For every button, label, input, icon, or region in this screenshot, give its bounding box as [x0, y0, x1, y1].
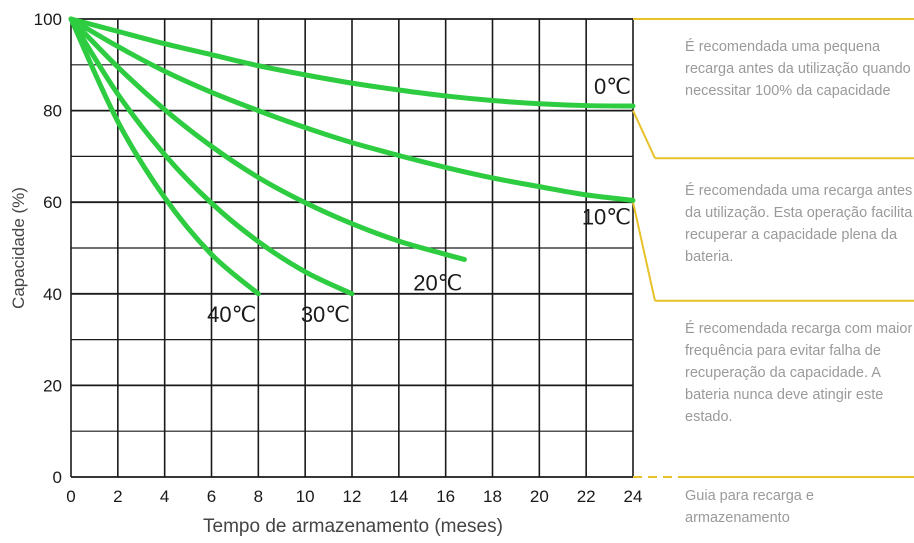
guide-brackets: [632, 18, 914, 478]
x-tick-label: 6: [207, 487, 216, 506]
x-tick-label: 22: [577, 487, 596, 506]
y-axis-label: Capacidade (%): [9, 187, 28, 309]
series-line-1: [68, 16, 636, 109]
series-lines: [68, 16, 636, 297]
y-tick-label: 20: [43, 376, 62, 395]
guide-zone-4-text: Guia para recarga e armazenamento: [685, 488, 814, 526]
y-tick-label: 100: [34, 10, 62, 29]
series-label-4: 30℃: [301, 302, 350, 327]
x-tick-label: 14: [389, 487, 408, 506]
series-label-5: 40℃: [207, 302, 256, 327]
y-tick-label: 0: [53, 468, 62, 487]
x-tick-label: 10: [296, 487, 315, 506]
series-line-5: [68, 16, 261, 297]
x-tick-label: 2: [113, 487, 122, 506]
guide-bracket-line: [632, 110, 656, 159]
x-axis-label: Tempo de armazenamento (meses): [203, 516, 503, 537]
guide-zone-3-text: É recomendada recarga com maior frequênc…: [685, 321, 913, 425]
x-tick-label: 20: [530, 487, 549, 506]
grid: [70, 18, 634, 478]
x-tick-label: 16: [436, 487, 455, 506]
x-tick-label: 4: [160, 487, 169, 506]
y-tick-label: 80: [43, 102, 62, 121]
series-line-4: [68, 16, 355, 297]
series-label-2: 10℃: [582, 204, 631, 229]
guide-bracket-line: [632, 201, 656, 302]
guide-zone-2-text: É recomendada uma recarga antes da utili…: [685, 183, 913, 265]
y-tick-label: 60: [43, 193, 62, 212]
y-tick-label: 40: [43, 285, 62, 304]
x-tick-label: 0: [66, 487, 75, 506]
series-line-2: [68, 16, 636, 203]
x-tick-label: 12: [343, 487, 362, 506]
x-tick-label: 18: [483, 487, 502, 506]
x-tick-label: 8: [254, 487, 263, 506]
x-tick-label: 24: [624, 487, 643, 506]
guide-zone-1-text: É recomendada uma pequena recarga antes …: [685, 39, 911, 99]
series-line-3: [68, 16, 467, 262]
series-labels: 0℃ 10℃ 20℃ 30℃ 40℃: [207, 74, 631, 327]
series-label-3: 20℃: [413, 270, 462, 295]
series-label-1: 0℃: [594, 74, 631, 99]
